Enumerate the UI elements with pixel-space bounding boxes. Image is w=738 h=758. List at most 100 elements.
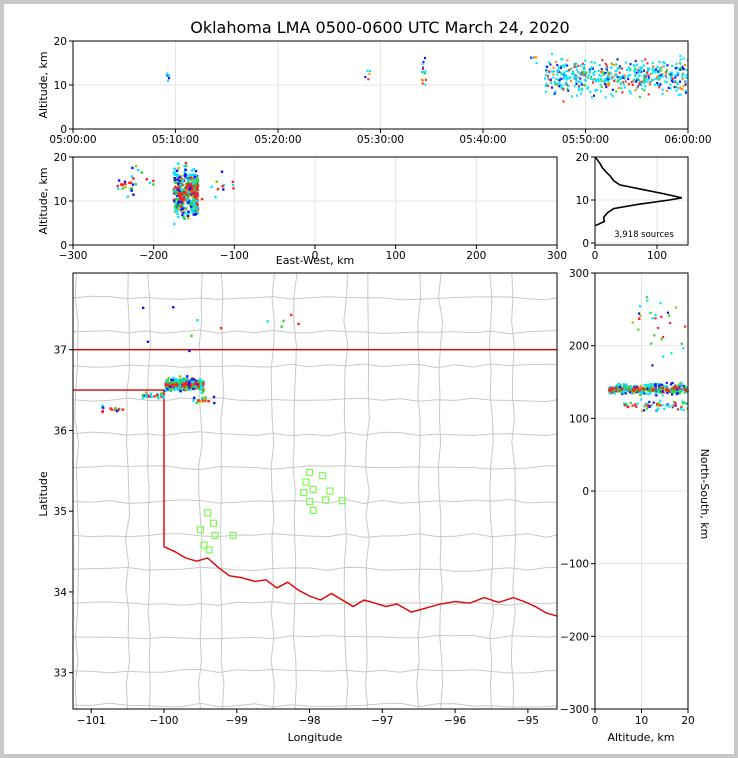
lightning-source [634, 67, 637, 70]
lightning-source [638, 317, 641, 321]
lightning-source [575, 68, 578, 71]
lightning-source [187, 386, 191, 389]
lightning-source [600, 68, 603, 71]
lightning-source [192, 399, 195, 402]
lightning-source [577, 64, 580, 67]
lightning-source [663, 408, 666, 411]
lightning-source [191, 197, 195, 200]
lightning-source [639, 314, 642, 317]
lightning-source [673, 79, 676, 82]
y-tick-label: 100 [569, 413, 589, 425]
y-tick-label: 10 [54, 196, 67, 208]
lightning-source [643, 80, 646, 83]
lightning-source [686, 407, 689, 410]
lightning-source [651, 387, 654, 390]
lightning-source [552, 76, 555, 79]
lightning-source [187, 190, 190, 194]
lightning-source [182, 215, 185, 219]
lightning-source [149, 393, 152, 397]
lightning-source [610, 72, 613, 75]
lightning-source [637, 312, 641, 315]
lightning-source [620, 390, 623, 394]
lightning-source [647, 78, 650, 81]
lightning-source [195, 201, 198, 204]
lightning-source [174, 201, 177, 204]
lightning-source [623, 77, 626, 80]
lightning-source [638, 79, 641, 82]
lightning-source [580, 71, 583, 74]
lightning-source [644, 75, 647, 78]
lightning-source [182, 382, 185, 385]
lightning-source [634, 74, 637, 77]
x-tick-label: 0 [592, 715, 599, 727]
lightning-source [194, 205, 198, 208]
x-tick-label: −300 [59, 250, 88, 262]
lightning-source [685, 73, 688, 77]
lightning-source [675, 85, 678, 89]
lightning-source [178, 194, 181, 198]
lightning-source [183, 193, 187, 196]
lightning-source [657, 71, 660, 74]
lightning-source [600, 85, 603, 89]
lightning-source [613, 74, 616, 77]
lightning-source [640, 392, 643, 395]
lightning-source [126, 195, 129, 198]
lightning-source [573, 63, 576, 66]
lightning-source [592, 71, 595, 75]
lightning-source [221, 184, 224, 188]
lightning-source [123, 180, 127, 183]
lightning-source [187, 199, 191, 202]
lightning-source [168, 74, 171, 77]
x-tick-label: 100 [647, 250, 667, 262]
lightning-source [191, 186, 194, 189]
lightning-source [185, 164, 188, 168]
lightning-source [637, 68, 640, 71]
lightning-source [648, 67, 651, 70]
lightning-source [651, 71, 654, 75]
lightning-source [196, 188, 199, 192]
lightning-source [670, 393, 674, 396]
lightning-source [615, 389, 618, 392]
lightning-source [189, 388, 192, 391]
lightning-source [548, 71, 551, 74]
lightning-source [181, 213, 184, 217]
lightning-source [661, 92, 664, 95]
lightning-source [635, 384, 638, 388]
lightning-source [601, 58, 604, 62]
lma-station [211, 531, 219, 540]
lightning-source [628, 69, 631, 72]
lightning-source [626, 68, 629, 72]
x-tick-label: −100 [220, 250, 249, 262]
lightning-source [634, 403, 637, 406]
lightning-source [193, 396, 196, 400]
lightning-source [368, 69, 371, 72]
lightning-source [677, 67, 680, 70]
lightning-source [202, 387, 206, 391]
lightning-source [177, 215, 180, 219]
lightning-source [182, 380, 185, 383]
lightning-source [566, 59, 569, 62]
lightning-source [185, 377, 189, 381]
lightning-source [177, 166, 180, 170]
lightning-source [420, 70, 423, 73]
lightning-source [637, 390, 640, 393]
lightning-source [636, 85, 639, 88]
lma-station [305, 468, 314, 477]
lightning-source [166, 74, 169, 77]
lightning-source [608, 82, 611, 85]
lightning-source [635, 390, 638, 394]
lightning-source [670, 387, 673, 390]
lightning-source [202, 383, 205, 387]
lightning-source [566, 77, 569, 80]
lightning-source [171, 378, 175, 382]
lightning-source [588, 68, 591, 71]
lightning-source [185, 186, 188, 189]
lightning-source [683, 64, 686, 67]
lightning-source [178, 385, 181, 388]
lightning-source [180, 201, 184, 204]
lightning-source [560, 84, 563, 87]
lightning-source [140, 171, 144, 174]
lightning-source [684, 91, 687, 94]
lightning-source [119, 183, 123, 186]
lightning-source [562, 100, 565, 103]
